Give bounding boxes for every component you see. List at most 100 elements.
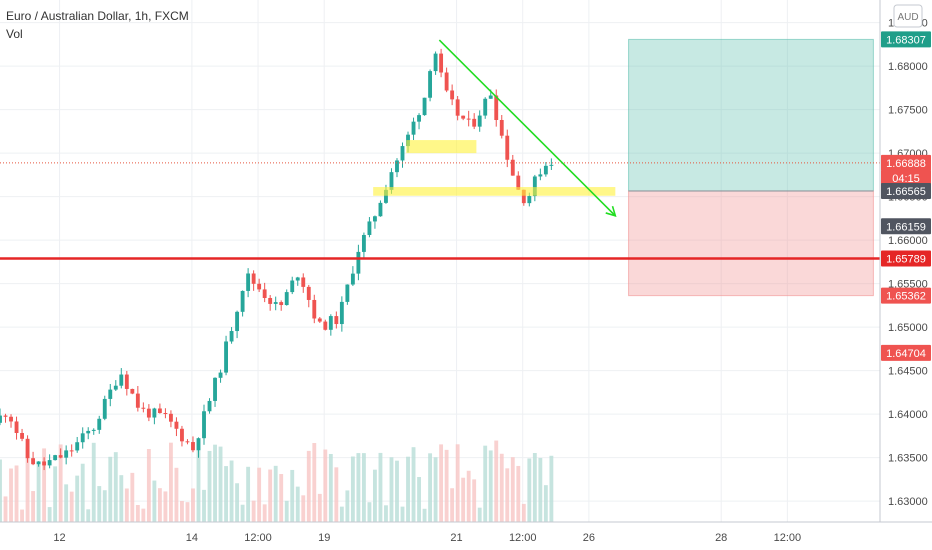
price-axis-label: 1.68000 [888, 61, 928, 73]
volume-bar [75, 475, 80, 522]
price-tag-bg [881, 169, 931, 186]
volume-bar [477, 507, 482, 522]
candle-body [411, 121, 416, 135]
price-axis-label: 1.66000 [888, 235, 928, 247]
volume-bar [295, 486, 300, 522]
candle-body [268, 297, 273, 304]
candle-body [20, 432, 24, 439]
candle-body [378, 202, 383, 217]
candle-body [527, 196, 532, 204]
volume-bar [422, 508, 427, 522]
volume-bar [124, 488, 129, 522]
candle-body [229, 331, 234, 342]
volume-bar [36, 462, 41, 522]
price-tag-bg [881, 344, 931, 361]
currency-button-label[interactable]: AUD [897, 12, 918, 23]
volume-bar [483, 445, 488, 522]
time-axis-label: 12:00 [244, 532, 272, 544]
price-tag-bg [881, 218, 931, 235]
profit-zone[interactable] [628, 38, 874, 192]
volume-bar [262, 504, 267, 522]
candle-body [450, 90, 455, 100]
candle-body [323, 321, 328, 330]
candle-body [455, 99, 460, 116]
volume-bar [273, 465, 278, 522]
candle-body [102, 398, 107, 419]
currency-button-frame[interactable] [893, 4, 923, 28]
trend-arrow-line[interactable] [438, 39, 616, 217]
candle-body [168, 413, 173, 422]
candle-body [306, 286, 311, 300]
price-axis-label: 1.65000 [888, 322, 928, 334]
candle-body [31, 458, 36, 465]
volume-bar [240, 504, 245, 522]
volume-bar [58, 444, 63, 522]
long-position-tool[interactable] [628, 38, 874, 297]
support-zone-box-0[interactable] [406, 140, 477, 154]
candle-body [301, 277, 306, 287]
price-axis-labels: 1.63000 1.63500 1.64000 1.64500 1.65000 1.655… [888, 18, 928, 508]
volume-bar [168, 442, 173, 522]
volume-bar [3, 496, 8, 522]
volume-bar [411, 447, 416, 522]
candle-body [108, 389, 113, 399]
volume-bar [433, 457, 438, 522]
volume-bar [268, 469, 273, 522]
volume-bar [532, 453, 537, 522]
volume-bar [130, 472, 135, 522]
volume-bar [135, 505, 140, 522]
drawings[interactable] [0, 39, 880, 260]
candle-body [42, 461, 47, 466]
volume-bar [499, 453, 504, 522]
candle-body [532, 176, 537, 197]
candle-body [488, 95, 493, 99]
candle-body [130, 388, 135, 394]
volume-bar [113, 452, 118, 522]
price-tag-bg [881, 287, 931, 304]
volume-bar [378, 452, 383, 522]
time-axis-label: 12:00 [509, 532, 537, 544]
candle-body [91, 429, 96, 431]
candle-body [86, 430, 91, 434]
time-axis-label: 26 [583, 532, 595, 544]
time-axis-label: 19 [318, 532, 330, 544]
volume-bar [9, 468, 13, 522]
volume-bar [0, 459, 2, 522]
volume-bar [69, 491, 74, 522]
volume-bar [345, 490, 350, 522]
candle-body [284, 292, 289, 306]
volume-bar [356, 453, 361, 522]
candle-body [36, 461, 41, 465]
candle-body [422, 97, 427, 116]
candle-body [395, 160, 399, 173]
volume-bar [361, 453, 366, 522]
volume-bar [317, 493, 322, 522]
volume-bar [141, 508, 146, 522]
trend-arrow-head[interactable] [605, 205, 617, 217]
volume-bar [196, 448, 201, 522]
loss-zone[interactable] [628, 190, 874, 297]
price-axis-label: 1.63500 [888, 453, 928, 465]
price-axis-background[interactable] [880, 0, 932, 550]
volume-bar [428, 453, 433, 522]
currency-button[interactable]: AUD [893, 4, 923, 28]
candle-body [185, 441, 190, 443]
candle-body [433, 53, 438, 72]
support-zone-box-1[interactable] [373, 187, 616, 196]
volume-bar [235, 483, 240, 522]
candle-body [339, 301, 344, 325]
volume-bar [444, 449, 449, 522]
volume-bar [516, 465, 521, 522]
candle-body [290, 280, 295, 293]
candle-body [75, 442, 80, 451]
candle-body [3, 415, 8, 417]
price-tags: 1.68307 1.66888 04:151.66565 1.66159 1.65789… [881, 31, 931, 361]
candle-body [466, 118, 471, 120]
candle-body [461, 115, 466, 119]
volume-bars [0, 440, 554, 522]
volume-bar [373, 469, 377, 522]
volume-bar [538, 457, 543, 522]
candle-body [549, 164, 554, 166]
time-axis-label: 21 [450, 532, 462, 544]
